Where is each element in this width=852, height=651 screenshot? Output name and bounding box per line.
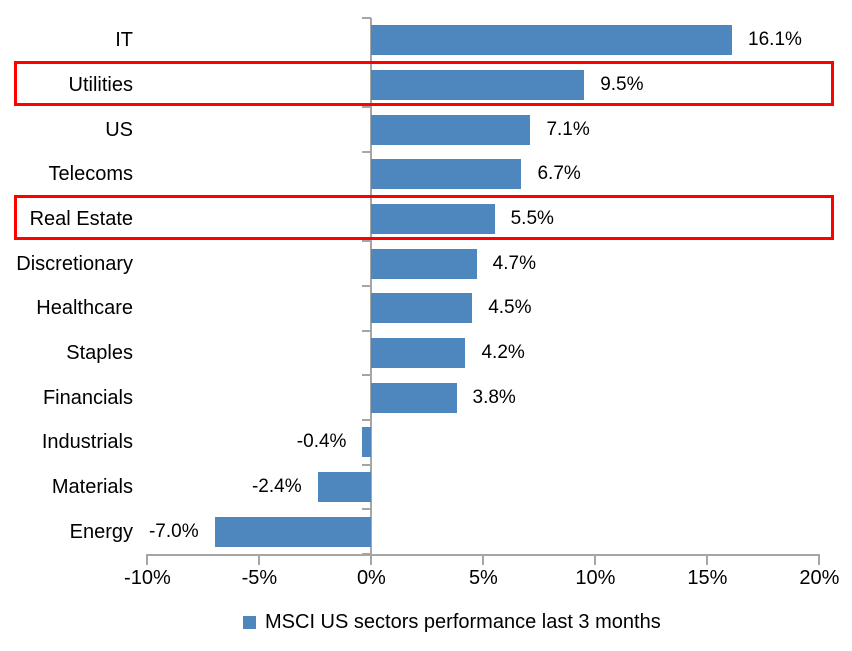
bar-healthcare — [371, 293, 473, 324]
value-label: 4.2% — [481, 342, 525, 363]
bar-discretionary — [371, 248, 477, 279]
bar-utilities — [371, 70, 585, 100]
highlight-box-utilities — [14, 61, 834, 107]
value-label: 4.5% — [488, 297, 532, 319]
category-axis-line — [370, 18, 373, 556]
bar-it — [371, 25, 733, 56]
category-label: Materials — [51, 476, 133, 498]
value-axis-tick — [706, 554, 709, 565]
category-label: Healthcare — [36, 297, 133, 320]
value-label: 5.5% — [510, 208, 554, 229]
category-axis-tick — [362, 151, 372, 153]
category-axis-tick — [362, 285, 372, 287]
category-axis-tick — [362, 508, 372, 511]
bar-materials — [317, 472, 372, 502]
value-label: 6.7% — [537, 163, 581, 185]
value-axis-tick — [146, 554, 149, 565]
value-label: 3.8% — [472, 386, 516, 408]
value-label: 4.7% — [492, 252, 536, 274]
legend-label: MSCI US sectors performance last 3 month… — [265, 610, 661, 633]
value-axis-tick — [258, 554, 261, 565]
value-label: -0.4% — [296, 431, 347, 453]
bar-staples — [371, 338, 466, 368]
value-axis-tick — [594, 554, 597, 565]
category-axis-tick — [362, 329, 372, 332]
category-label: Telecoms — [48, 163, 133, 186]
category-axis-tick — [362, 240, 372, 243]
category-label: Utilities — [68, 74, 133, 96]
category-label: Energy — [69, 520, 133, 543]
value-axis-tick-label: 20% — [799, 567, 840, 589]
value-label: -7.0% — [148, 520, 199, 542]
value-axis-tick — [370, 554, 373, 565]
highlight-box-real-estate — [14, 195, 834, 241]
value-label: -2.4% — [251, 476, 302, 497]
category-axis-tick — [362, 106, 372, 109]
category-axis-tick — [362, 374, 372, 377]
legend-marker-icon — [243, 615, 256, 629]
legend: MSCI US sectors performance last 3 month… — [243, 609, 661, 635]
category-label: Discretionary — [16, 252, 133, 275]
value-axis-tick-label: -5% — [241, 567, 278, 589]
bar-industrials — [362, 427, 372, 458]
category-label: US — [105, 118, 133, 141]
category-label: IT — [115, 29, 133, 52]
category-axis-tick — [362, 17, 372, 19]
category-label: Financials — [42, 386, 133, 409]
category-label: Staples — [66, 342, 133, 364]
value-axis-tick — [818, 554, 821, 565]
bar-financials — [371, 382, 457, 413]
category-label: Real Estate — [29, 208, 133, 230]
value-axis-tick-label: 5% — [468, 567, 498, 589]
value-label: 16.1% — [748, 29, 802, 51]
value-axis-tick-label: 0% — [356, 567, 386, 589]
category-label: Industrials — [41, 431, 133, 454]
value-axis-tick-label: 15% — [687, 567, 728, 589]
category-axis-tick — [362, 419, 372, 421]
bar-telecoms — [371, 159, 522, 190]
value-label: 7.1% — [546, 118, 590, 140]
value-label: 9.5% — [600, 74, 644, 95]
value-axis-tick — [482, 554, 485, 565]
value-axis-tick-label: 10% — [575, 567, 616, 589]
value-axis-tick-label: -10% — [124, 567, 171, 589]
bar-real-estate — [371, 204, 495, 234]
bar-energy — [214, 516, 372, 547]
category-axis-tick — [362, 463, 372, 466]
bar-us — [371, 114, 531, 145]
